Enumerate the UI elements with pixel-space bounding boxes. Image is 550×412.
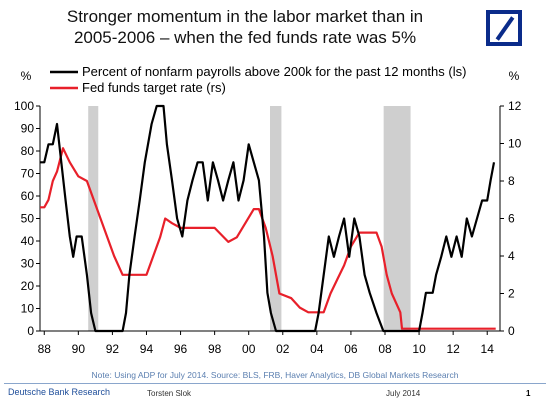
legend-label: Percent of nonfarm payrolls above 200k f… xyxy=(82,64,466,79)
right-tick-label: 2 xyxy=(508,287,515,301)
x-tick-label: 88 xyxy=(38,342,52,356)
footer-brand: Deutsche Bank Research xyxy=(8,387,111,397)
x-tick-label: 92 xyxy=(106,342,120,356)
left-tick-label: 20 xyxy=(21,279,35,293)
right-tick-label: 10 xyxy=(508,137,522,151)
x-tick-label: 98 xyxy=(208,342,222,356)
right-tick-label: 8 xyxy=(508,174,515,188)
legend-label: Fed funds target rate (rs) xyxy=(82,80,226,95)
left-tick-label: 0 xyxy=(27,324,34,338)
right-tick-label: 4 xyxy=(508,249,515,263)
deutsche-bank-logo xyxy=(486,10,522,46)
x-tick-label: 90 xyxy=(72,342,86,356)
left-tick-label: 40 xyxy=(21,234,35,248)
recession-band-0 xyxy=(88,106,99,331)
series-line-payrolls xyxy=(40,104,496,333)
footer-author: Torsten Slok xyxy=(147,389,192,398)
x-tick-label: 00 xyxy=(242,342,256,356)
x-tick-label: 14 xyxy=(481,342,495,356)
source-note: Note: Using ADP for July 2014. Source: B… xyxy=(91,370,459,380)
x-tick-label: 12 xyxy=(446,342,460,356)
chart-title: Stronger momentum in the labor market th… xyxy=(40,6,450,48)
left-tick-label: 60 xyxy=(21,189,35,203)
x-tick-label: 10 xyxy=(412,342,426,356)
recession-bands xyxy=(88,106,411,331)
x-tick-label: 94 xyxy=(140,342,154,356)
left-tick-label: 80 xyxy=(21,144,35,158)
chart-title-line-2: 2005-2006 – when the fed funds rate was … xyxy=(73,28,417,47)
right-tick-label: 0 xyxy=(508,324,515,338)
x-tick-label: 08 xyxy=(378,342,392,356)
left-axis-unit: % xyxy=(21,69,32,83)
chart-title-line-1: Stronger momentum in the labor market th… xyxy=(66,7,424,26)
footer-page-number: 1 xyxy=(526,389,531,398)
x-tick-label: 04 xyxy=(310,342,324,356)
left-tick-label: 50 xyxy=(21,212,35,226)
x-tick-label: 96 xyxy=(174,342,188,356)
series-line-fed-funds xyxy=(40,147,496,330)
right-tick-label: 12 xyxy=(508,99,522,113)
series-lines xyxy=(40,104,496,333)
footer-divider xyxy=(4,383,546,384)
x-tick-label: 06 xyxy=(344,342,358,356)
left-tick-label: 90 xyxy=(21,122,35,136)
left-tick-label: 70 xyxy=(21,167,35,181)
recession-band-2 xyxy=(383,106,411,331)
left-tick-label: 30 xyxy=(21,257,35,271)
footer-date: July 2014 xyxy=(386,389,421,398)
recession-band-1 xyxy=(270,106,282,331)
legend: Percent of nonfarm payrolls above 200k f… xyxy=(50,64,466,95)
right-tick-label: 6 xyxy=(508,212,515,226)
left-tick-label: 100 xyxy=(14,99,34,113)
right-axis-unit: % xyxy=(509,69,520,83)
x-tick-label: 02 xyxy=(276,342,290,356)
left-tick-label: 10 xyxy=(21,302,35,316)
